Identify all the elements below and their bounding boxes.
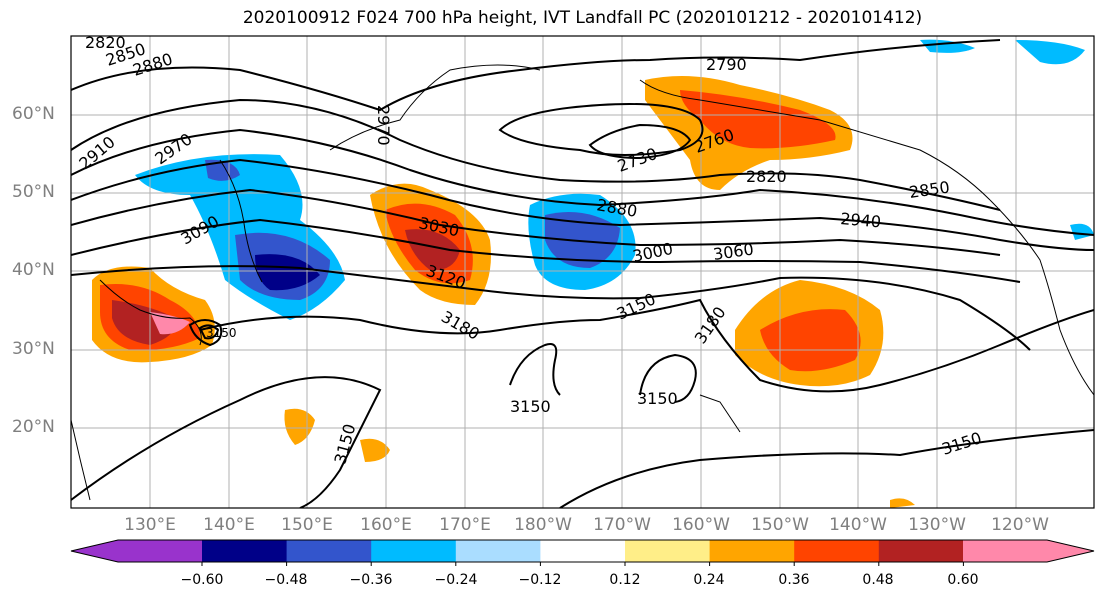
contour-label: 2820 (746, 167, 787, 186)
cold-core-dateline (545, 211, 620, 268)
lon-label: 150°E (281, 515, 333, 535)
lon-label: 150°W (751, 515, 809, 535)
lon-label: 170°W (593, 515, 651, 535)
lon-label: 130°W (908, 515, 966, 535)
colorbar-tick-label: −0.48 (264, 572, 308, 588)
colorbar-tick-label: 0.24 (693, 572, 725, 588)
lon-label: 140°W (829, 515, 887, 535)
warm-core-east (760, 309, 861, 372)
cold-spot-e (1070, 223, 1094, 240)
contour-label: 2790 (706, 55, 747, 74)
map-title: 2020100912 F024 700 hPa height, IVT Land… (242, 8, 923, 28)
warm-spot-c (890, 498, 915, 508)
colorbar-tick-label: 0.12 (609, 572, 641, 588)
graticule (71, 36, 1094, 508)
colorbar-tick-label: 0.36 (778, 572, 810, 588)
lon-label: 140°E (203, 515, 255, 535)
cold-max-kuril (255, 254, 320, 291)
height-contours (71, 39, 1094, 508)
lat-label: 30°N (12, 339, 55, 359)
colorbar-tick-label: −0.60 (180, 572, 224, 588)
contour-label: 2940 (840, 209, 882, 231)
contour-label: 3150 (637, 389, 678, 408)
colorbar-tick-label: −0.12 (518, 572, 562, 588)
lon-label: 180°W (514, 515, 572, 535)
warm-max-japan (112, 300, 176, 345)
lon-label: 160°E (360, 515, 412, 535)
lat-label: 60°N (12, 104, 55, 124)
lat-label: 20°N (12, 417, 55, 437)
colorbar-tick-label: −0.36 (349, 572, 393, 588)
lon-label: 120°W (991, 515, 1049, 535)
colorbar-tick-label: 0.60 (947, 572, 979, 588)
contour-label: 2970 (374, 105, 393, 146)
warm-peak-japan (150, 312, 190, 335)
cold-spot-ne2 (1015, 40, 1085, 65)
lat-label: 40°N (12, 260, 55, 280)
lon-label: 160°W (672, 515, 730, 535)
warm-spot-b (360, 438, 390, 462)
colorbar-tick-label: 0.48 (862, 572, 894, 588)
colorbar-tick-label: −0.24 (434, 572, 478, 588)
map-frame (70, 35, 1095, 509)
contour-labels: 2820 2850 2880 2910 2970 3090 2970 3030 … (75, 33, 984, 466)
lon-label: 130°E (124, 515, 176, 535)
lat-label: 50°N (12, 182, 55, 202)
contour-label: 3150 (206, 326, 237, 340)
contour-label: 2820 (85, 33, 126, 52)
contour-label: 3150 (510, 397, 551, 416)
warm-core-alaska (680, 90, 836, 149)
warm-max-central (405, 229, 460, 271)
cold-spot-a (205, 159, 240, 181)
cold-spot-ne (920, 39, 975, 53)
lon-label: 170°E (439, 515, 491, 535)
